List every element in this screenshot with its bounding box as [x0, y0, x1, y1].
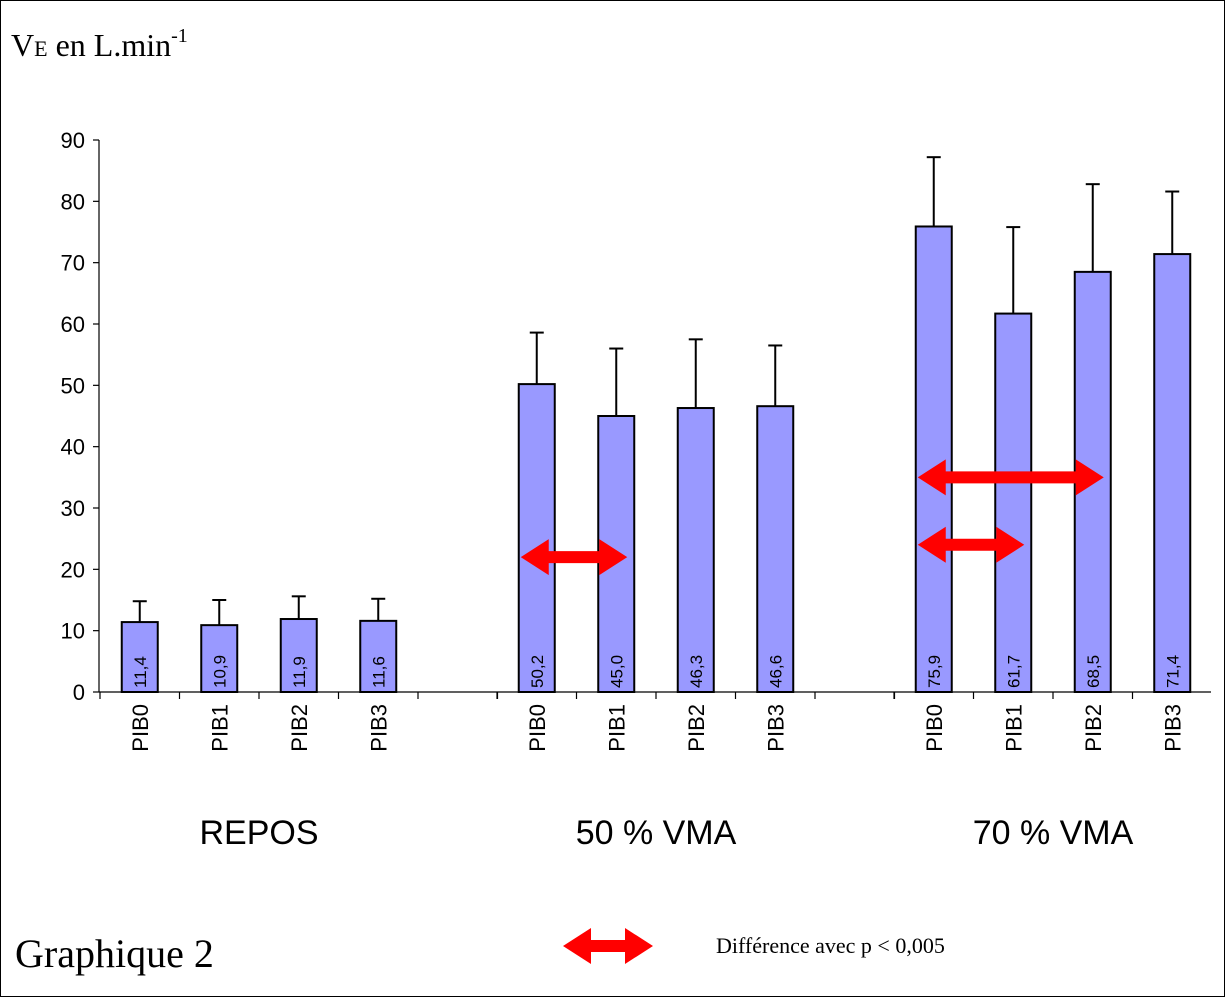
category-tick-label: PIB2 — [684, 704, 709, 752]
significance-arrow — [917, 459, 1104, 496]
bar-value-label: 11,9 — [290, 656, 309, 688]
category-tick-label: PIB3 — [763, 704, 788, 752]
plot-area: 0 10 20 30 40 50 60 70 80 90 11,4 PIB0 10,9 PIB1 11,9 P… — [61, 128, 1211, 852]
category-tick-label: PIB0 — [922, 704, 947, 752]
chart-caption: Graphique 2 — [15, 931, 214, 976]
legend-arrow-icon — [563, 928, 653, 964]
y-tick-label: 70 — [61, 251, 85, 276]
group-label: 50 % VMA — [576, 814, 737, 852]
y-tick-label: 0 — [73, 680, 85, 705]
bar-value-label: 11,6 — [369, 656, 388, 688]
group-label: 70 % VMA — [973, 814, 1134, 852]
y-tick-label: 60 — [61, 312, 85, 337]
y-tick-label: 50 — [61, 373, 85, 398]
bar-value-label: 46,3 — [687, 655, 706, 688]
y-tick-label: 80 — [61, 189, 85, 214]
bar-value-label: 68,5 — [1084, 655, 1103, 688]
category-tick-label: PIB2 — [287, 704, 312, 752]
bar — [517, 383, 556, 693]
category-tick-label: PIB0 — [128, 704, 153, 752]
y-tick-label: 90 — [61, 128, 85, 153]
bar — [756, 405, 795, 693]
bar-value-label: 71,4 — [1163, 655, 1182, 688]
category-tick-label: PIB3 — [1160, 704, 1185, 752]
legend-arrow-shape — [563, 928, 653, 964]
legend-text: Différence avec p < 0,005 — [716, 933, 945, 958]
category-tick-label: PIB2 — [1081, 704, 1106, 752]
y-tick-label: 10 — [61, 619, 85, 644]
category-tick-label: PIB1 — [207, 704, 232, 752]
y-tick-label: 30 — [61, 496, 85, 521]
y-tick-label: 40 — [61, 435, 85, 460]
bar — [200, 624, 239, 693]
category-tick-label: PIB1 — [604, 704, 629, 752]
group-label: REPOS — [199, 814, 318, 852]
bar-value-label: 10,9 — [210, 655, 229, 688]
y-tick-label: 20 — [61, 557, 85, 582]
y-axis-title: VE en L.min-1 — [11, 25, 188, 63]
bar — [676, 407, 715, 693]
bar-value-label: 61,7 — [1004, 655, 1023, 688]
significance-arrow — [520, 539, 628, 576]
bar — [914, 225, 953, 693]
bar-value-label: 75,9 — [925, 655, 944, 688]
significance-arrow — [917, 526, 1025, 563]
category-tick-label: PIB1 — [1001, 704, 1026, 752]
bar-value-label: 46,6 — [766, 655, 785, 688]
category-tick-label: PIB3 — [366, 704, 391, 752]
bar — [1153, 253, 1192, 694]
bar — [994, 312, 1033, 693]
bar — [359, 619, 398, 693]
bar — [120, 621, 159, 694]
bar-value-label: 45,0 — [607, 655, 626, 688]
bar-value-label: 50,2 — [528, 655, 547, 688]
bar-value-label: 11,4 — [131, 656, 150, 688]
category-tick-label: PIB0 — [525, 704, 550, 752]
